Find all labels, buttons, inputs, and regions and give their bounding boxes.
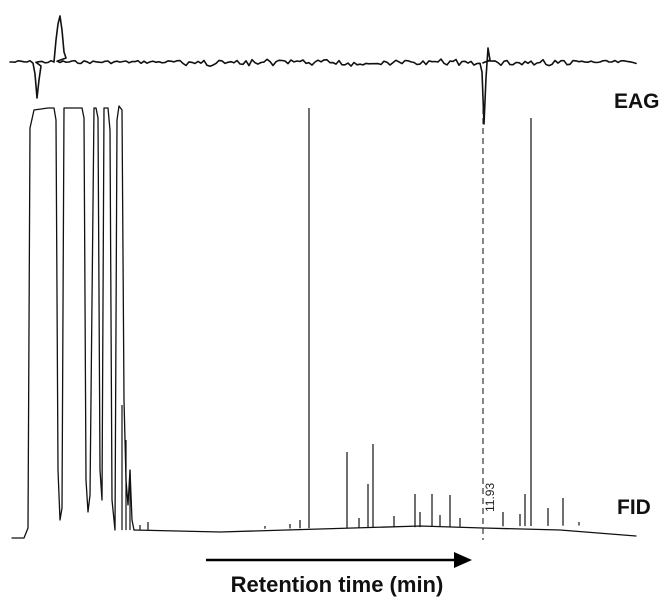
x-axis-arrow-head [454, 552, 472, 568]
eag-trace-line [9, 15, 637, 125]
x-axis-label: Retention time (min) [231, 572, 444, 597]
retention-time-annotation: 11.93 [483, 483, 497, 512]
fid-peaks-group [121, 108, 580, 531]
series-label-fid: FID [617, 496, 651, 519]
fid-solvent-peaks [11, 105, 135, 539]
series-label-eag: EAG [614, 90, 660, 113]
